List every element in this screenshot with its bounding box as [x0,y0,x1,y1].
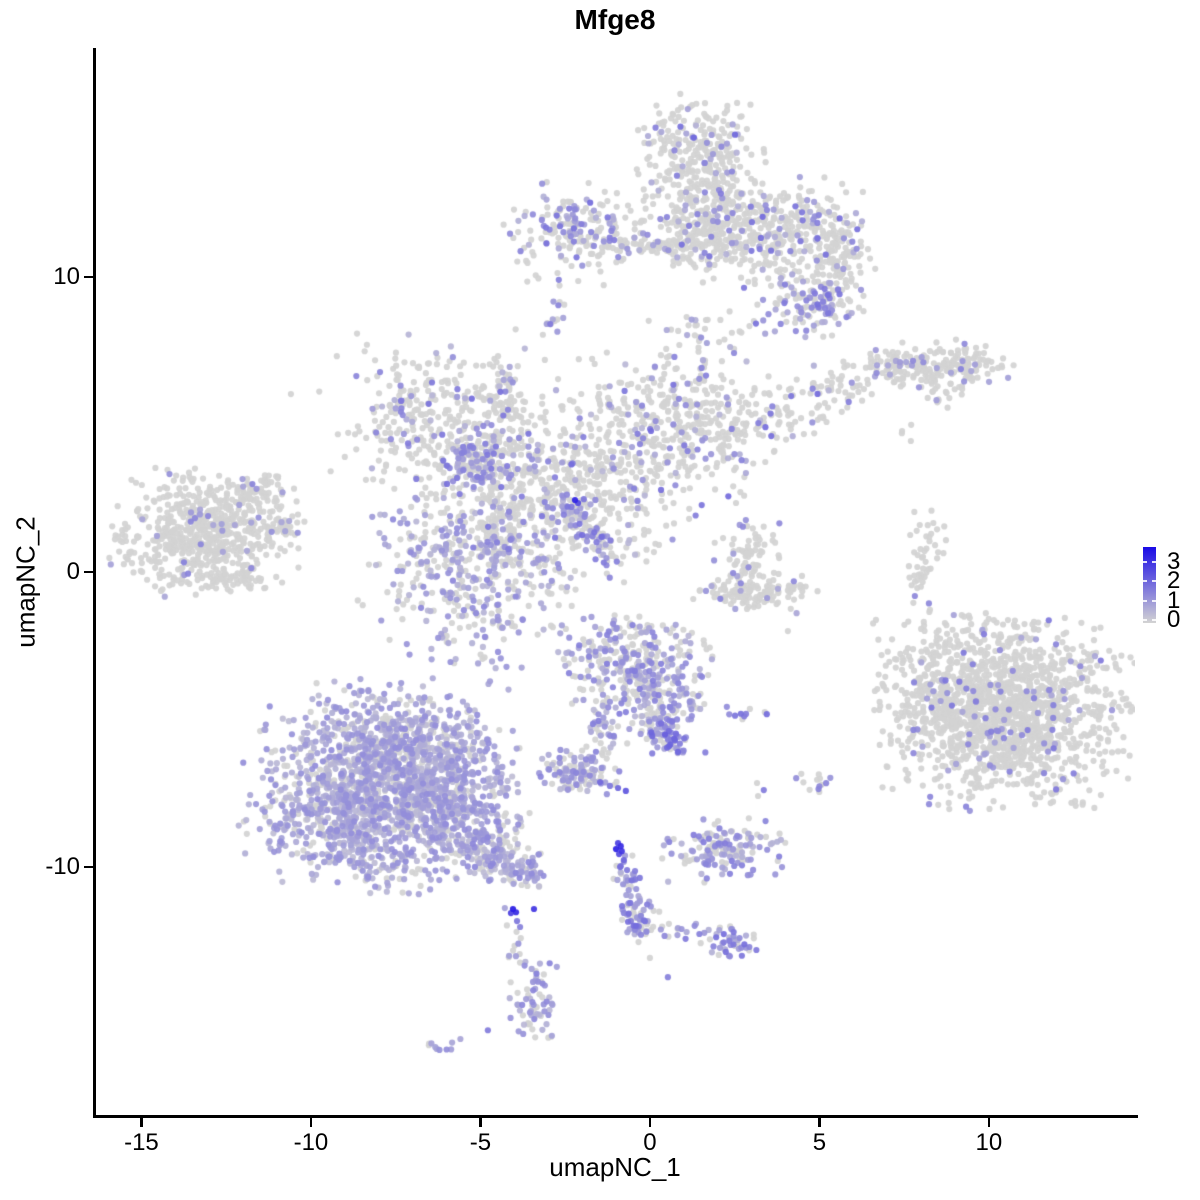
x-axis-line [93,1115,1138,1118]
colorbar-tick-mark [1152,618,1156,621]
umap-scatter-canvas [95,48,1135,1117]
x-tick-label: 5 [812,1129,827,1156]
x-tick-mark [309,1118,313,1127]
legend-tick-label: 2 [1167,567,1181,595]
colorbar-tick-mark [1152,561,1156,564]
y-tick-mark [84,865,93,869]
colorbar-tick-mark [1143,580,1147,583]
x-tick-label: 0 [643,1129,657,1156]
legend-tick-label: 0 [1167,605,1181,633]
x-axis-title: umapNC_1 [549,1152,681,1182]
colorbar-tick-mark [1152,599,1156,602]
expression-colorbar [1143,547,1156,623]
legend-tick-label: 1 [1167,586,1181,614]
y-tick-label: 0 [66,558,80,586]
y-tick-label: -10 [45,853,80,881]
colorbar-tick-mark [1152,580,1156,583]
colorbar-tick-mark [1143,599,1147,602]
plot-title: Mfge8 [574,4,656,35]
x-tick-label: -10 [293,1129,329,1156]
y-tick-label: 10 [53,262,80,290]
x-tick-mark [479,1118,482,1127]
legend-tick-label: 3 [1167,548,1181,576]
x-tick-label: 10 [975,1129,1003,1156]
x-tick-mark [648,1118,652,1127]
x-tick-label: -15 [124,1129,159,1156]
x-tick-mark [140,1118,143,1127]
x-tick-mark [818,1118,821,1127]
colorbar-tick-mark [1143,561,1147,564]
x-tick-label: -5 [469,1129,492,1156]
colorbar-tick-mark [1143,618,1147,621]
x-tick-mark [987,1118,991,1127]
y-axis-line [93,48,96,1118]
y-tick-mark [84,570,93,574]
y-tick-mark [84,275,93,279]
